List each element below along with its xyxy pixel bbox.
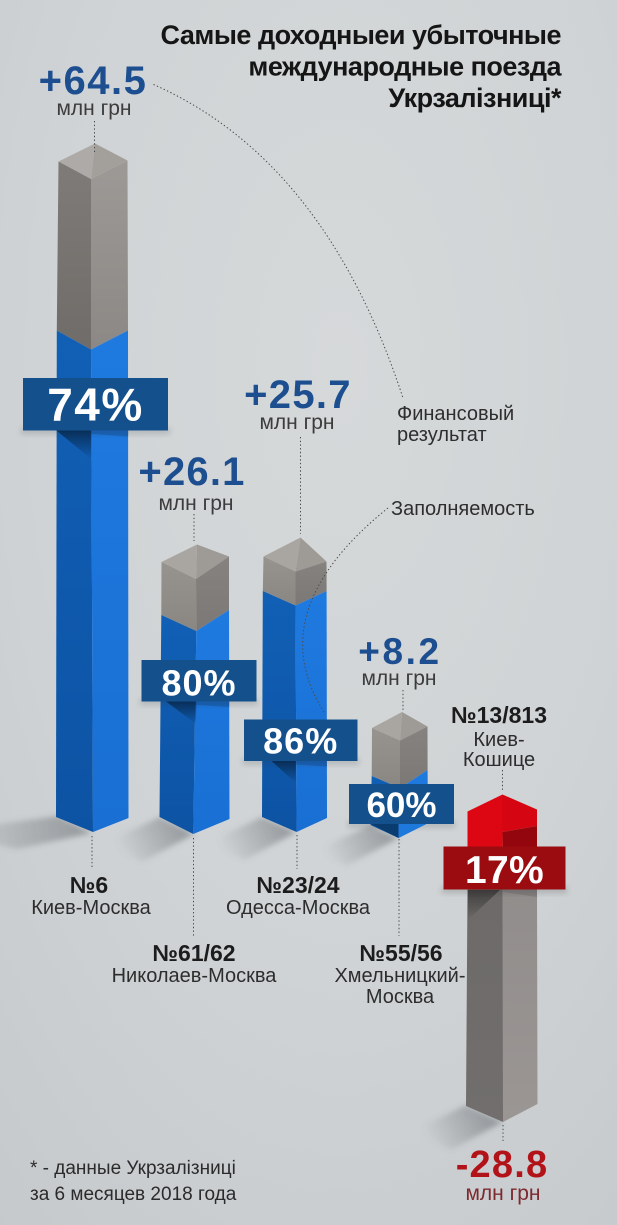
svg-text:Укрзалізниці*: Укрзалізниці* xyxy=(388,83,562,113)
svg-text:Киев-Москва: Киев-Москва xyxy=(31,897,151,919)
svg-text:№55/56: №55/56 xyxy=(359,940,442,966)
svg-text:Одесса-Москва: Одесса-Москва xyxy=(226,897,371,919)
svg-text:за 6 месяцев 2018 года: за 6 месяцев 2018 года xyxy=(30,1184,237,1205)
svg-text:80%: 80% xyxy=(161,663,236,704)
svg-text:Самые доходныеи убыточные: Самые доходныеи убыточные xyxy=(161,20,562,50)
svg-text:+8.2: +8.2 xyxy=(358,631,441,672)
svg-text:86%: 86% xyxy=(263,721,338,762)
svg-text:млн грн: млн грн xyxy=(259,411,334,434)
svg-text:Москва: Москва xyxy=(366,986,435,1008)
svg-text:млн грн: млн грн xyxy=(158,492,233,515)
svg-text:Финансовый: Финансовый xyxy=(397,403,514,425)
svg-text:млн грн: млн грн xyxy=(465,1182,540,1205)
svg-text:* - данные Укрзалізниці: * - данные Укрзалізниці xyxy=(30,1158,236,1179)
svg-text:60%: 60% xyxy=(366,786,436,825)
svg-text:результат: результат xyxy=(397,424,487,446)
svg-text:+64.5: +64.5 xyxy=(39,59,148,103)
svg-text:№61/62: №61/62 xyxy=(152,940,235,966)
svg-text:-28.8: -28.8 xyxy=(456,1144,549,1186)
svg-text:млн грн: млн грн xyxy=(56,97,131,120)
svg-text:Кошице: Кошице xyxy=(463,749,535,771)
svg-text:74%: 74% xyxy=(47,379,144,431)
svg-text:млн грн: млн грн xyxy=(361,667,436,690)
svg-text:Киев-: Киев- xyxy=(473,729,524,751)
svg-text:+25.7: +25.7 xyxy=(244,373,352,417)
svg-text:+26.1: +26.1 xyxy=(138,450,245,494)
svg-text:17%: 17% xyxy=(465,849,544,892)
svg-text:№6: №6 xyxy=(70,872,108,898)
svg-text:№23/24: №23/24 xyxy=(256,872,339,898)
svg-text:Николаев-Москва: Николаев-Москва xyxy=(112,965,278,987)
svg-text:Хмельницкий-: Хмельницкий- xyxy=(334,965,465,987)
svg-text:Заполняемость: Заполняемость xyxy=(391,498,535,520)
svg-text:№13/813: №13/813 xyxy=(451,702,547,728)
svg-text:международные поезда: международные поезда xyxy=(248,52,562,82)
